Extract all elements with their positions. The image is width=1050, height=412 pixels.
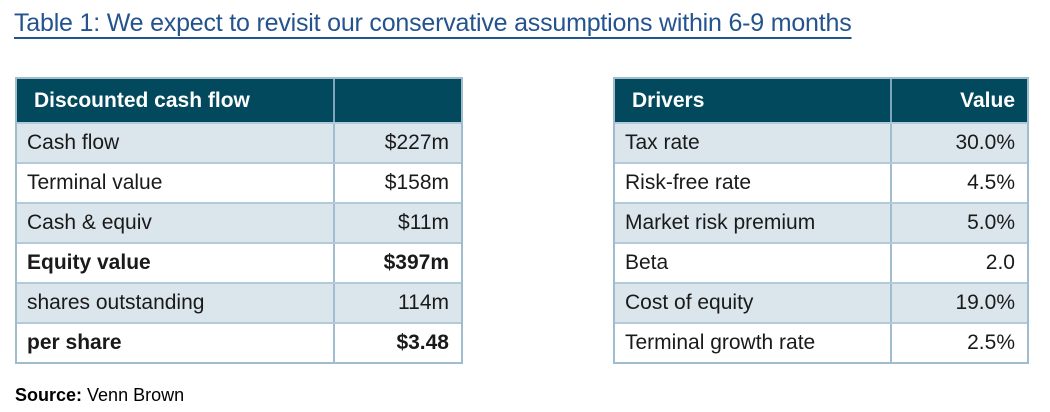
row-value: $397m <box>383 251 449 274</box>
table-row: Market risk premium 5.0% <box>615 202 1027 242</box>
row-label: Terminal value <box>17 164 335 202</box>
source-text: Venn Brown <box>82 385 185 405</box>
drivers-table: Drivers Value Tax rate 30.0% Risk-free rat… <box>613 77 1029 364</box>
row-value: $11m <box>398 211 449 234</box>
row-label: Beta <box>615 244 892 282</box>
row-label: Equity value <box>17 244 335 282</box>
row-value: 2.0 <box>985 251 1015 274</box>
row-value: 30.0% <box>955 131 1015 154</box>
row-value: 19.0% <box>955 291 1015 314</box>
table-row: Beta 2.0 <box>615 242 1027 282</box>
row-label: Tax rate <box>615 124 892 162</box>
table-row: shares outstanding 114m <box>17 282 461 322</box>
row-value: 5.0% <box>967 211 1015 234</box>
row-label: Cost of equity <box>615 284 892 322</box>
table-row: Cash flow $227m <box>17 122 461 162</box>
row-value: $227m <box>384 131 449 154</box>
row-value: 114m <box>398 291 449 314</box>
row-value: 2.5% <box>967 331 1015 354</box>
dcf-header-value <box>335 79 461 122</box>
dcf-header-label: Discounted cash flow <box>17 79 335 122</box>
row-value: $158m <box>384 171 449 194</box>
row-label: Cash flow <box>17 124 335 162</box>
table-row: Risk-free rate 4.5% <box>615 162 1027 202</box>
table-header-row: Drivers Value <box>615 79 1027 122</box>
row-label: Cash & equiv <box>17 204 335 242</box>
table-row: Terminal growth rate 2.5% <box>615 322 1027 362</box>
page-title: Table 1: We expect to revisit our conser… <box>14 9 852 37</box>
table-row: Cost of equity 19.0% <box>615 282 1027 322</box>
drivers-header-label: Drivers <box>615 79 892 122</box>
source-note: Source: Venn Brown <box>15 385 184 406</box>
drivers-table-body: Tax rate 30.0% Risk-free rate 4.5% Market ri… <box>615 122 1027 362</box>
table-row: per share $3.48 <box>17 322 461 362</box>
dcf-table-body: Cash flow $227m Terminal value $158m Cash & … <box>17 122 461 362</box>
discounted-cash-flow-table: Discounted cash flow Cash flow $227m Termi… <box>15 77 463 364</box>
row-value: 4.5% <box>967 171 1015 194</box>
row-label: shares outstanding <box>17 284 335 322</box>
table-row: Tax rate 30.0% <box>615 122 1027 162</box>
table-header-row: Discounted cash flow <box>17 79 461 122</box>
row-label: Terminal growth rate <box>615 324 892 362</box>
table-row: Equity value $397m <box>17 242 461 282</box>
table-row: Terminal value $158m <box>17 162 461 202</box>
source-label: Source: <box>15 385 83 405</box>
row-label: Market risk premium <box>615 204 892 242</box>
row-label: per share <box>17 324 335 362</box>
drivers-header-value: Value <box>960 88 1015 112</box>
table-row: Cash & equiv $11m <box>17 202 461 242</box>
row-label: Risk-free rate <box>615 164 892 202</box>
row-value: $3.48 <box>396 331 449 354</box>
